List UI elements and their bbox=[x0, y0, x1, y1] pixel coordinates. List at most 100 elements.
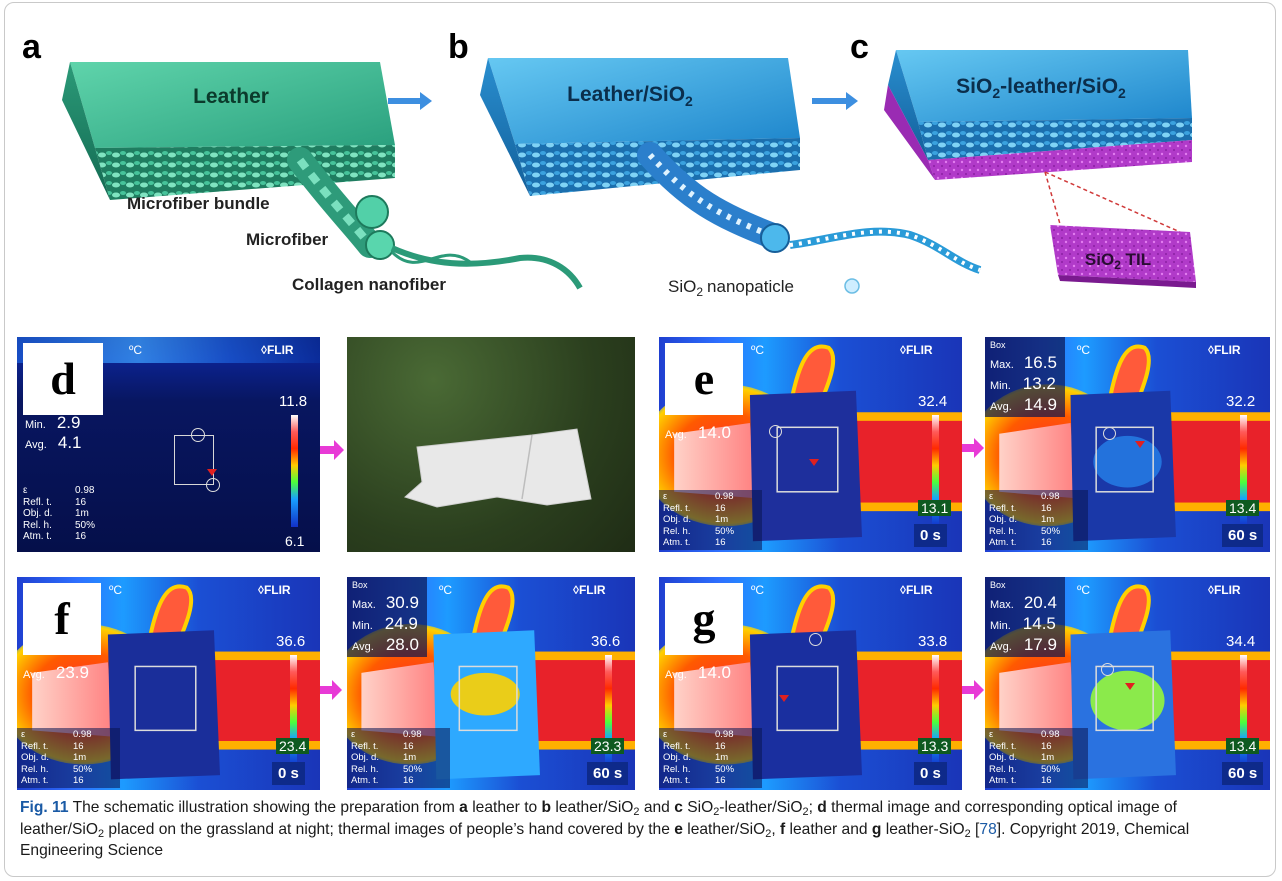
time-badge: 60 s bbox=[1222, 762, 1264, 785]
sio2-coated-bundle bbox=[637, 142, 783, 248]
unit-label: ºC bbox=[109, 583, 123, 597]
arrow-icon bbox=[962, 680, 984, 700]
max-readout: Max. 20.4 bbox=[990, 593, 1057, 612]
param-row: Atm. t. 16 bbox=[23, 531, 87, 542]
param-row: Obj. d. 1m bbox=[989, 514, 1055, 525]
param-row: ε 0.98 bbox=[663, 729, 734, 740]
param-row: Obj. d. 1m bbox=[21, 752, 87, 763]
scale-max: 32.4 bbox=[918, 393, 948, 410]
param-row: Rel. h. 50% bbox=[663, 763, 735, 775]
measure-box bbox=[134, 665, 197, 732]
avg-readout: Avg. 23.9 bbox=[23, 663, 89, 682]
panel-letter-g: g bbox=[665, 583, 743, 655]
param-row: Rel. h. 50% bbox=[989, 525, 1061, 537]
param-row: ε 0.98 bbox=[351, 729, 422, 740]
color-scale-bar bbox=[290, 655, 297, 767]
param-row: Rel. h. 50% bbox=[663, 525, 735, 537]
panel-letter-b: b bbox=[448, 28, 469, 66]
scale-min: 23.3 bbox=[591, 738, 625, 754]
avg-readout: Avg. 28.0 bbox=[352, 635, 419, 654]
param-row: Atm. t. 16 bbox=[21, 775, 84, 786]
params-list: ε 0.98 Refl. t. 16 Obj. d. 1m Rel. h. 50% Atm. t… bbox=[985, 490, 1088, 550]
params-list: ε 0.98 Refl. t. 16 Obj. d. 1m Rel. h. 50% Atm. t… bbox=[659, 490, 762, 550]
scale-max: 36.6 bbox=[591, 633, 621, 650]
param-row: ε 0.98 bbox=[663, 491, 734, 502]
fingers bbox=[674, 423, 756, 499]
time-badge: 0 s bbox=[914, 524, 947, 547]
avg-readout: Avg. 17.9 bbox=[990, 635, 1057, 654]
forearm bbox=[846, 416, 962, 507]
flir-logo: ◊FLIR bbox=[900, 583, 933, 597]
min-readout: Min. 24.9 bbox=[352, 614, 418, 633]
min-readout: Min. 2.9 bbox=[25, 413, 81, 432]
stats-overlay bbox=[985, 577, 1065, 657]
callout-collagen-nanofiber: Collagen nanofiber bbox=[292, 275, 446, 294]
measure-box bbox=[1095, 665, 1154, 732]
time-badge: 0 s bbox=[272, 762, 305, 785]
leather-block-left bbox=[62, 62, 110, 200]
measure-box bbox=[1095, 426, 1154, 493]
leather-block-top bbox=[70, 62, 395, 148]
param-row: Atm. t. 16 bbox=[663, 537, 726, 548]
callout-microfiber-bundle: Microfiber bundle bbox=[127, 194, 270, 213]
param-row: ε 0.98 bbox=[989, 729, 1060, 740]
scale-max: 11.8 bbox=[279, 393, 308, 410]
microfiber-crosssection bbox=[355, 195, 389, 229]
color-scale-bar bbox=[932, 415, 939, 527]
time-badge: 60 s bbox=[587, 762, 629, 785]
measure-box bbox=[776, 665, 839, 732]
thermal-image-e2: Box Max. 16.5 Min. 13.2 Avg. 14.9 ºC ◊FLIR 32.2 13… bbox=[985, 337, 1270, 552]
params-list: ε 0.98 Refl. t. 16 Obj. d. 1m Rel. h. 50% Atm. t… bbox=[985, 728, 1088, 788]
scale-min: 13.4 bbox=[1226, 738, 1260, 754]
param-row: Obj. d. 1m bbox=[351, 752, 417, 763]
max-readout: Max. 16.5 bbox=[990, 353, 1057, 372]
scale-max: 32.2 bbox=[1226, 393, 1256, 410]
scale-min: 13.4 bbox=[1226, 500, 1260, 516]
param-row: Rel. h. 50% bbox=[23, 519, 96, 531]
scale-max: 34.4 bbox=[1226, 633, 1256, 650]
flir-logo: ◊FLIR bbox=[900, 343, 933, 357]
reference-link[interactable]: 78 bbox=[979, 820, 997, 838]
min-readout: Min. 13.2 bbox=[990, 374, 1056, 393]
thermal-image-f1: f ºC Avg. 23.9 ◊FLIR 36.6 23.4 0 s ε 0.98 Refl. t… bbox=[17, 577, 320, 790]
param-row: Rel. h. 50% bbox=[351, 763, 423, 775]
unit-label: ºC bbox=[751, 343, 765, 357]
unit-label: ºC bbox=[439, 583, 453, 597]
collagen-nanofiber bbox=[390, 245, 583, 290]
sio2-leather-block-top bbox=[896, 50, 1192, 122]
time-badge: 60 s bbox=[1222, 524, 1264, 547]
forearm bbox=[204, 655, 320, 746]
measure-box bbox=[458, 665, 518, 732]
figure-caption: Fig. 11 The schematic illustration showi… bbox=[20, 799, 1190, 859]
panel-a-title: Leather bbox=[193, 85, 269, 108]
sio2-til-layer bbox=[928, 140, 1192, 180]
param-row: Refl. t. 16 bbox=[663, 740, 726, 752]
param-row: ε 0.98 bbox=[989, 491, 1060, 502]
leather-cover bbox=[749, 630, 863, 780]
forearm bbox=[1161, 655, 1270, 746]
box-label: Box bbox=[352, 580, 368, 590]
param-row: Refl. t. 16 bbox=[989, 740, 1052, 752]
param-row: Refl. t. 16 bbox=[351, 740, 414, 752]
crosshair-icon bbox=[769, 425, 782, 438]
param-row: Refl. t. 16 bbox=[23, 496, 87, 508]
param-row: Atm. t. 16 bbox=[663, 775, 726, 786]
measure-box bbox=[776, 426, 839, 493]
param-row: Rel. h. 50% bbox=[989, 763, 1061, 775]
fingers bbox=[361, 662, 440, 737]
hotspot-marker-icon bbox=[809, 459, 819, 466]
panel-b-title: Leather/SiO2 bbox=[567, 83, 693, 109]
thermal-image-g2: Box Max. 20.4 Min. 14.5 Avg. 17.9 ºC ◊FLIR 34.4 13… bbox=[985, 577, 1270, 790]
forearm bbox=[846, 655, 962, 746]
param-row: Refl. t. 16 bbox=[21, 740, 84, 752]
crosshair-icon bbox=[1103, 427, 1116, 440]
thermal-image-f2: Box Max. 30.9 Min. 24.9 Avg. 28.0 ºC ◊FLIR 36.6 23… bbox=[347, 577, 635, 790]
params-list: ε 0.98 Refl. t. 16 Obj. d. 1m Rel. h. 50% Atm. t… bbox=[659, 728, 762, 788]
scale-max: 36.6 bbox=[276, 633, 306, 650]
fingers bbox=[32, 662, 114, 737]
leather-cover bbox=[749, 390, 863, 542]
crosshair-icon bbox=[206, 478, 220, 492]
arrow-icon bbox=[962, 438, 984, 458]
param-row: Atm. t. 16 bbox=[989, 775, 1052, 786]
